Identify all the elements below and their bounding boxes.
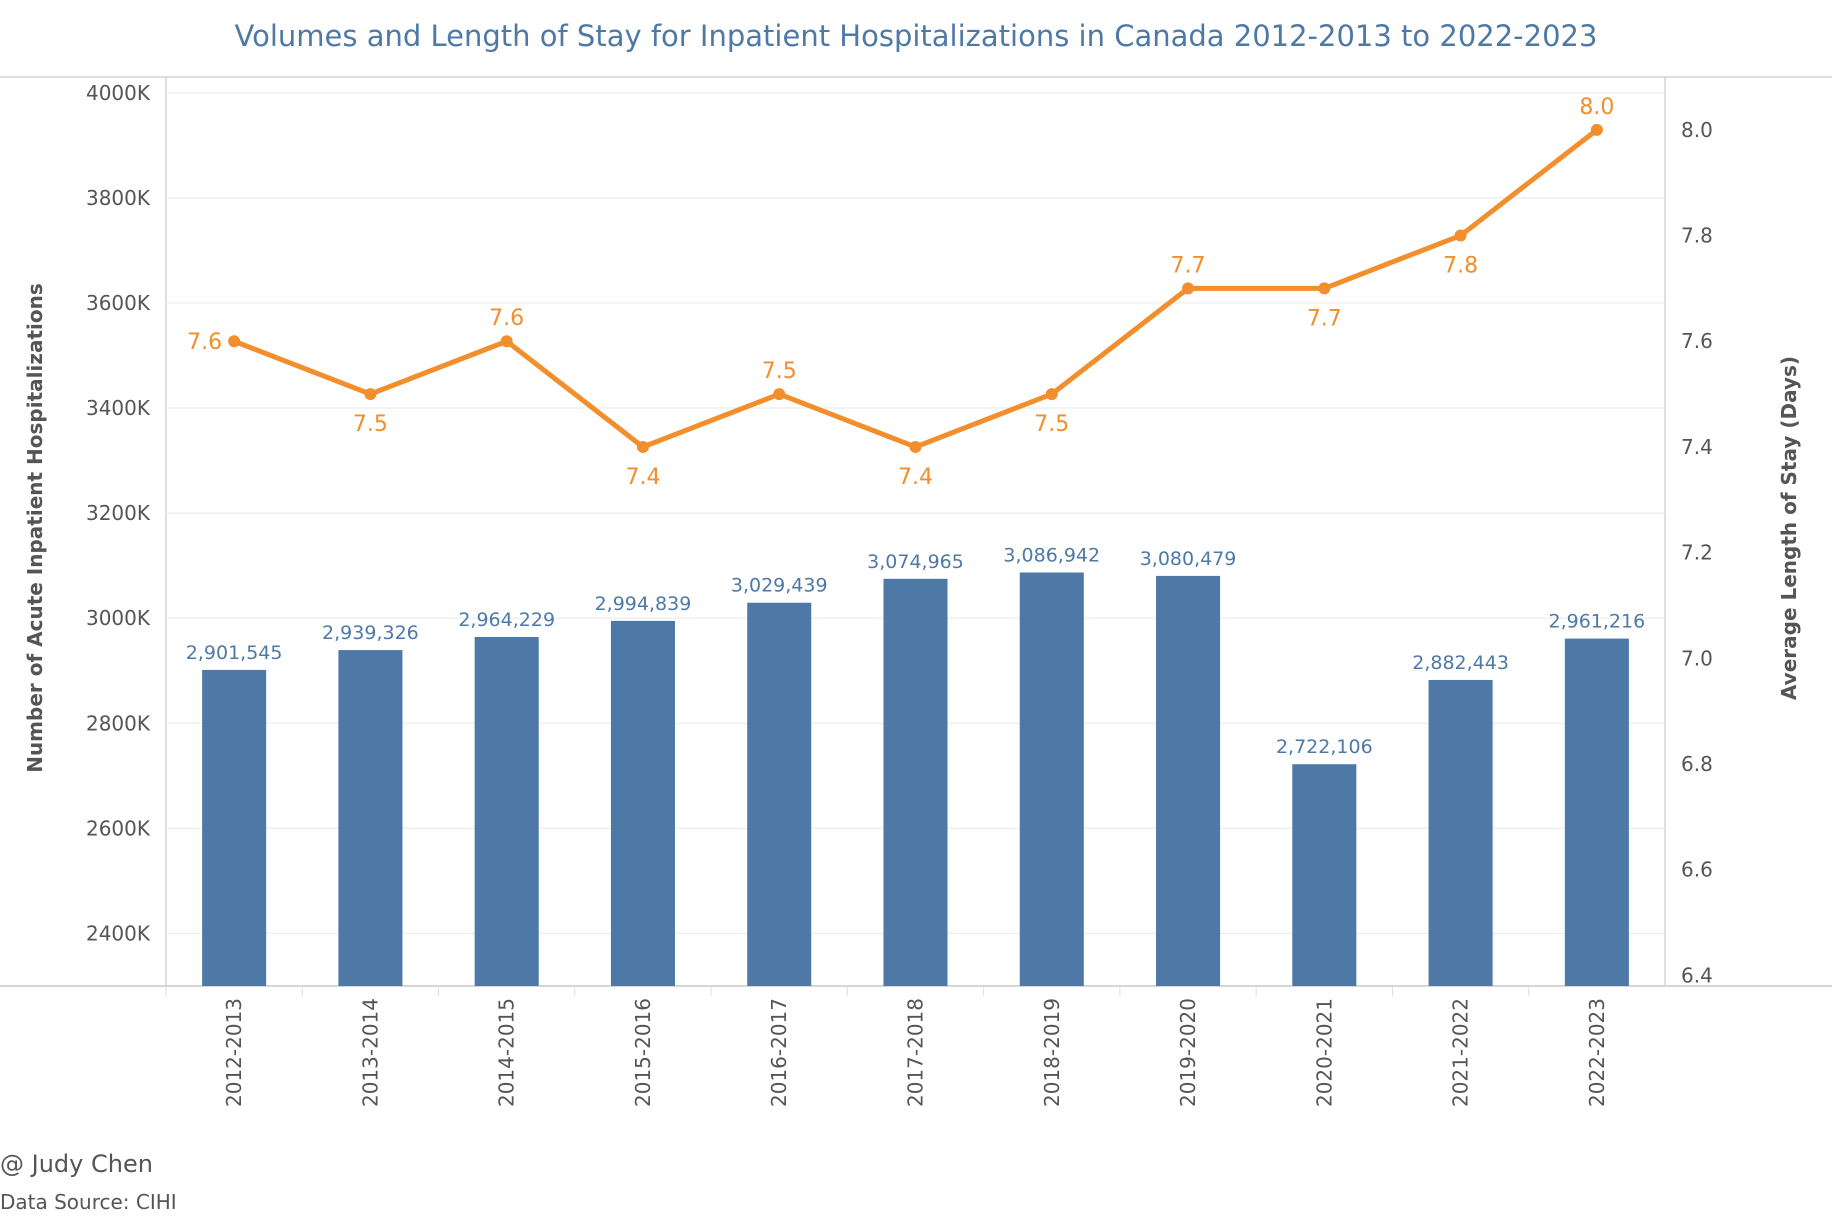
bar-value-label: 3,080,479 — [1140, 548, 1237, 570]
y2-tick-label: 7.6 — [1681, 329, 1713, 353]
line-series — [228, 123, 1603, 453]
y-tick-label: 3200K — [86, 501, 151, 525]
y-tick-label: 3600K — [86, 291, 151, 315]
line-point — [773, 388, 786, 401]
line-point — [1182, 282, 1195, 295]
y-axis-title: Number of Acute Inpatient Hospitalizatio… — [23, 283, 47, 773]
x-tick-label: 2020-2021 — [1312, 998, 1336, 1107]
line-point — [364, 388, 377, 401]
y-tick-label: 2400K — [86, 921, 151, 945]
data-source: Data Source: CIHI — [0, 1190, 177, 1214]
x-tick-label: 2014-2015 — [495, 998, 519, 1107]
bar — [202, 669, 267, 986]
line-point — [228, 335, 241, 348]
x-tick-label: 2017-2018 — [904, 998, 928, 1107]
line-value-label: 7.6 — [489, 306, 524, 331]
bar-value-label: 3,074,965 — [867, 551, 964, 573]
x-tick-label: 2015-2016 — [631, 998, 655, 1107]
y-tick-label: 3000K — [86, 606, 151, 630]
bar-value-label: 2,901,545 — [186, 642, 283, 664]
bar-value-label: 3,086,942 — [1003, 545, 1100, 567]
y-tick-label: 2800K — [86, 711, 151, 735]
line-value-label: 7.5 — [353, 412, 388, 437]
y-tick-label: 4000K — [86, 81, 151, 105]
y2-tick-label: 6.6 — [1681, 858, 1713, 882]
line-value-label: 7.6 — [187, 330, 222, 355]
x-tick-label: 2016-2017 — [767, 998, 791, 1107]
x-axis-ticks: 2012-2013 2013-2014 2014-2015 2015-2016 2016… — [165, 986, 1609, 1107]
y2-tick-label: 7.2 — [1681, 541, 1713, 565]
bar-value-label: 2,994,839 — [595, 593, 692, 615]
y-tick-label: 3800K — [86, 186, 151, 210]
x-tick-label: 2022-2023 — [1585, 998, 1609, 1107]
y-tick-label: 2600K — [86, 816, 151, 840]
line-value-label: 7.7 — [1307, 306, 1342, 331]
line-point — [500, 335, 513, 348]
line-value-label: 8.0 — [1579, 95, 1614, 120]
y2-tick-label: 7.4 — [1681, 435, 1713, 459]
line-point — [1590, 123, 1603, 136]
line-point — [909, 440, 922, 453]
bar — [1428, 679, 1493, 986]
bar — [1156, 575, 1221, 986]
y2-tick-label: 6.4 — [1681, 963, 1713, 987]
bar — [747, 602, 812, 986]
bar — [338, 650, 403, 986]
line-data-labels: 7.6 7.5 7.6 7.4 7.5 7.4 7.5 7.7 7.7 7.8 8.0 — [187, 95, 1614, 490]
line-point — [636, 440, 649, 453]
bar — [1292, 764, 1357, 986]
bar — [1564, 638, 1629, 986]
bar-value-label: 2,882,443 — [1412, 652, 1509, 674]
y2-tick-label: 8.0 — [1681, 118, 1713, 142]
line-point — [1454, 229, 1467, 242]
bar-value-label: 2,964,229 — [458, 609, 555, 631]
x-tick-label: 2019-2020 — [1176, 998, 1200, 1107]
x-tick-label: 2018-2019 — [1040, 998, 1064, 1107]
line-point — [1045, 388, 1058, 401]
line-value-label: 7.4 — [898, 465, 933, 490]
plot-frame — [0, 76, 1832, 987]
bar — [474, 636, 539, 986]
bar-value-label: 2,722,106 — [1276, 736, 1373, 758]
right-axis-ticks: 6.4 6.6 6.8 7.0 7.2 7.4 7.6 7.8 8.0 — [1681, 118, 1713, 988]
y2-tick-label: 7.0 — [1681, 646, 1713, 670]
author-credit: @ Judy Chen — [0, 1150, 153, 1178]
left-axis-ticks: 2400K 2600K 2800K 3000K 3200K 3400K 3600K 3800K… — [86, 81, 151, 946]
y2-tick-label: 6.8 — [1681, 752, 1713, 776]
y2-tick-label: 7.8 — [1681, 224, 1713, 248]
bar-value-label: 2,961,216 — [1549, 611, 1646, 633]
line-value-label: 7.5 — [762, 359, 797, 384]
bar — [610, 620, 675, 986]
line-value-label: 7.7 — [1171, 253, 1206, 278]
y-tick-label: 3400K — [86, 396, 151, 420]
y2-axis-title: Average Length of Stay (Days) — [1777, 356, 1801, 700]
line-point — [1318, 282, 1331, 295]
line-path — [231, 127, 1600, 450]
x-tick-label: 2012-2013 — [222, 998, 246, 1107]
x-tick-label: 2021-2022 — [1449, 998, 1473, 1107]
bar-data-labels: 2,901,545 2,939,326 2,964,229 2,994,839 3,02… — [186, 545, 1645, 759]
line-value-label: 7.8 — [1443, 254, 1478, 279]
line-value-label: 7.4 — [625, 465, 660, 490]
bar — [883, 578, 948, 986]
bar-series — [202, 572, 1629, 986]
bar-value-label: 2,939,326 — [322, 622, 419, 644]
x-tick-label: 2013-2014 — [358, 998, 382, 1107]
chart-title: Volumes and Length of Stay for Inpatient… — [235, 19, 1598, 53]
line-value-label: 7.5 — [1034, 412, 1069, 437]
bar — [1019, 572, 1084, 986]
bar-value-label: 3,029,439 — [731, 575, 828, 597]
